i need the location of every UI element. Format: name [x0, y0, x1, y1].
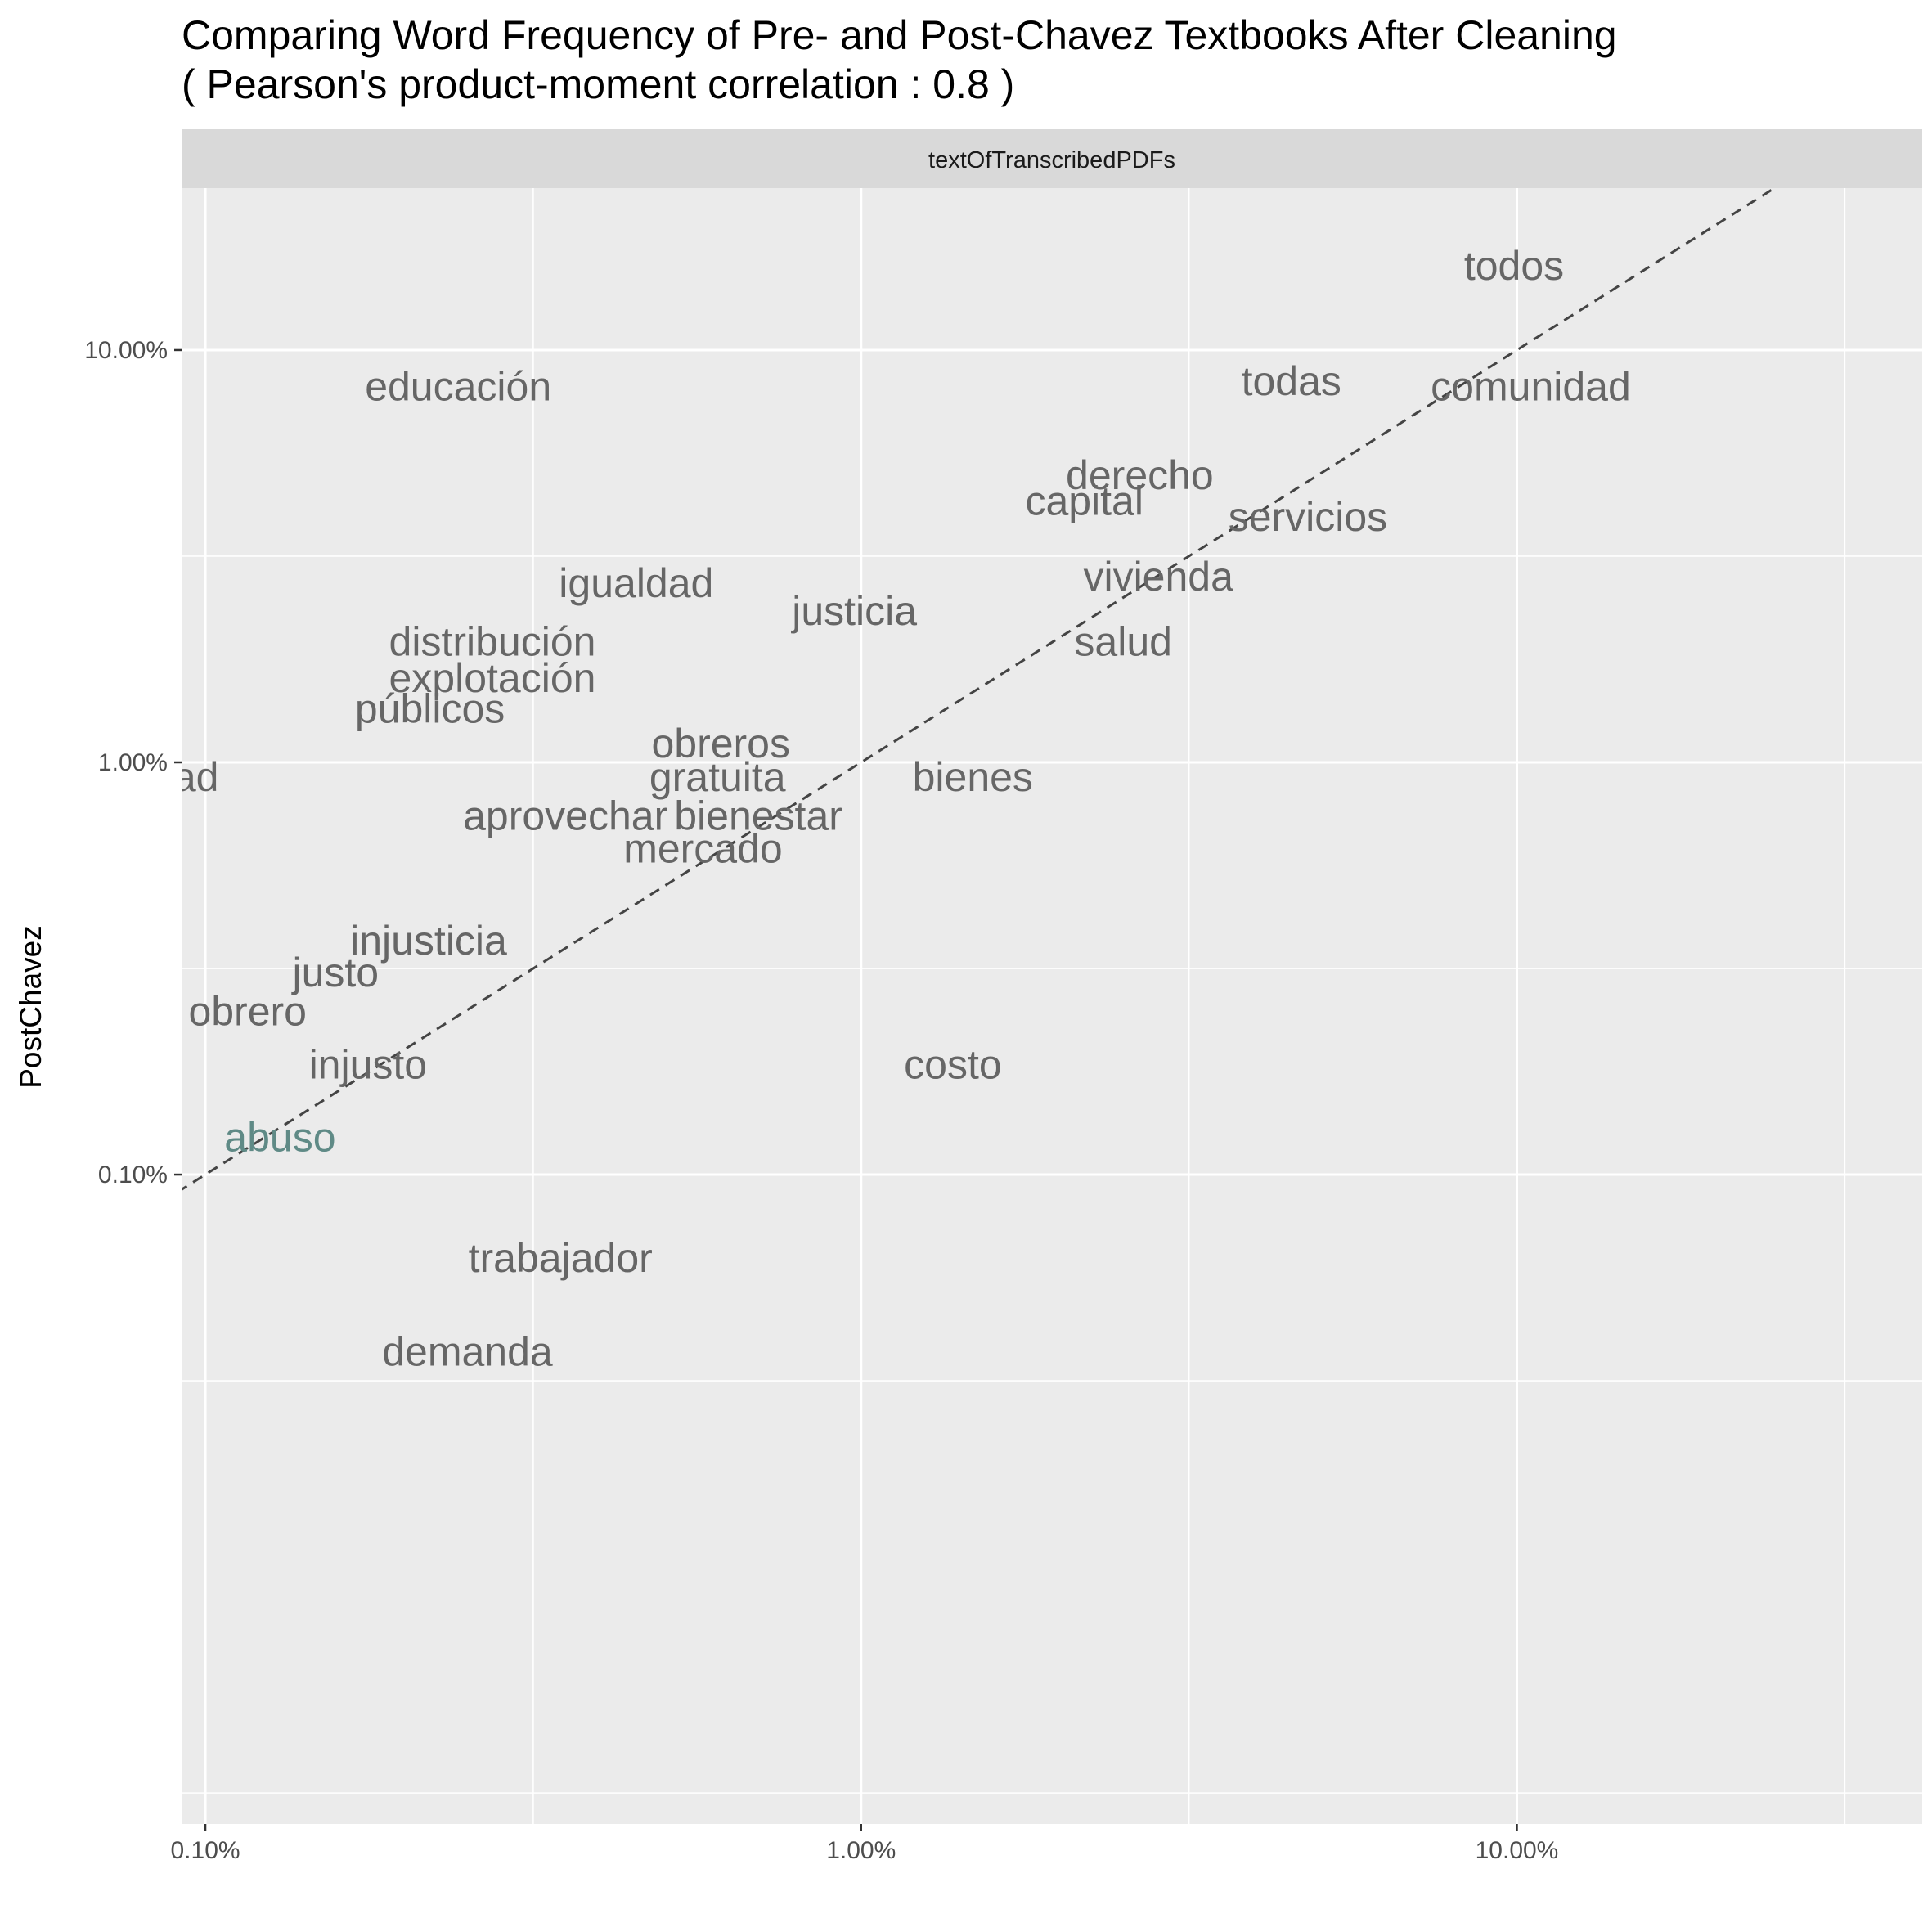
chart-subtitle: ( Pearson's product-moment correlation :…	[182, 61, 1015, 107]
word-label: todas	[1242, 358, 1341, 404]
word-label: vivienda	[1083, 554, 1233, 600]
word-label: distribución	[389, 619, 596, 665]
facet-strip	[182, 129, 1922, 188]
word-label: justo	[290, 950, 379, 995]
y-tick-label: 10.00%	[84, 337, 168, 364]
word-label: injusticia	[350, 918, 507, 964]
axes: 0.10% 1.00% 10.00% 0.10% 1.00% 10.00%	[84, 337, 1558, 1864]
word-label: educación	[365, 364, 551, 410]
word-label: bienestar	[674, 793, 842, 838]
reference-line-group	[182, 188, 1777, 1192]
word-label: injusto	[309, 1041, 428, 1087]
word-label: derecho	[1066, 452, 1214, 498]
plot-panel	[182, 188, 1922, 1824]
word-label: trabajador	[469, 1235, 653, 1281]
chart-title: Comparing Word Frequency of Pre- and Pos…	[182, 12, 1617, 58]
x-tick-label: 0.10%	[170, 1837, 240, 1864]
word-label: obreros	[651, 721, 790, 766]
word-label: aprovechar	[463, 793, 667, 838]
word-label: demanda	[382, 1329, 553, 1375]
y-axis-title: PostChavez	[14, 925, 47, 1089]
word-label: capital	[1025, 479, 1143, 524]
word-label: obrero	[188, 988, 307, 1034]
word-label: comunidad	[1431, 364, 1631, 410]
word-label: mercado	[623, 825, 783, 871]
word-label: costo	[904, 1041, 1002, 1087]
reference-line	[182, 188, 1777, 1192]
x-tick-label: 1.00%	[826, 1837, 896, 1864]
word-label: servicios	[1229, 494, 1387, 540]
word-label: gratuita	[649, 754, 786, 800]
word-label: igualdad	[559, 560, 713, 606]
y-tick-label: 0.10%	[98, 1161, 168, 1188]
y-tick-label: 1.00%	[98, 749, 168, 776]
word-label: explotación	[389, 655, 596, 701]
word-label: bienes	[913, 754, 1033, 800]
word-label: justicia	[790, 588, 917, 634]
word-label: públicos	[355, 685, 505, 731]
word-labels: todos todas comunidad educación derechocapit…	[151, 243, 1631, 1375]
facet-label: textOfTranscribedPDFs	[928, 147, 1175, 173]
word-label: salud	[1074, 619, 1172, 665]
word-label: todos	[1464, 243, 1564, 289]
minor-gridlines	[182, 188, 1922, 1824]
x-tick-label: 10.00%	[1476, 1837, 1559, 1864]
major-gridlines	[182, 188, 1922, 1824]
word-label: abuso	[224, 1115, 335, 1161]
word-label: dad	[151, 754, 218, 800]
